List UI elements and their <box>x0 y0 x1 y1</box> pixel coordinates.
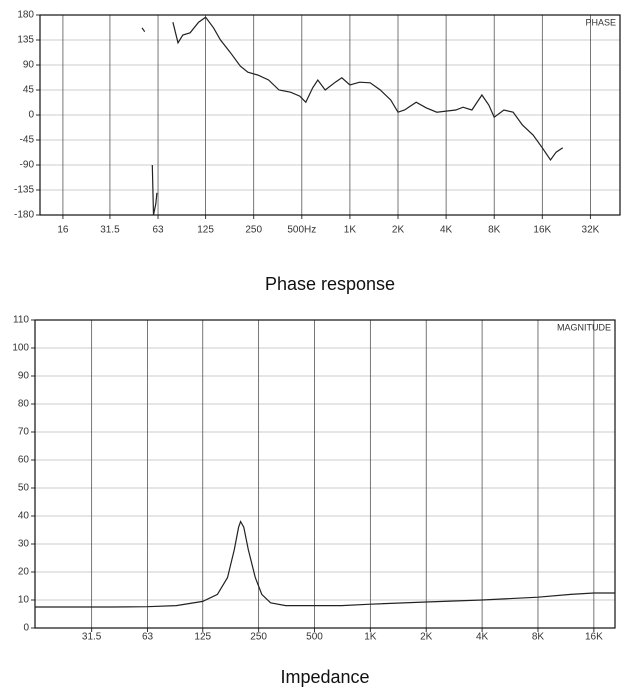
y-tick-label: 30 <box>18 539 30 550</box>
y-tick-label: -90 <box>20 160 35 171</box>
x-tick-label: 63 <box>152 225 164 236</box>
x-tick-label: 125 <box>197 225 214 236</box>
x-tick-label: 125 <box>194 632 211 643</box>
annotation: MAGNITUDE <box>557 322 611 332</box>
y-tick-label: 60 <box>18 455 30 466</box>
x-tick-label: 8K <box>532 632 545 643</box>
x-tick-label: 1K <box>344 225 357 236</box>
y-tick-label: -135 <box>14 185 34 196</box>
data-line <box>35 520 615 608</box>
y-tick-label: 90 <box>18 371 30 382</box>
x-tick-label: 2K <box>420 632 433 643</box>
y-tick-label: -45 <box>20 135 35 146</box>
y-tick-label: 100 <box>12 343 29 354</box>
plot-area <box>35 320 615 628</box>
y-tick-label: 50 <box>18 483 30 494</box>
x-tick-label: 500Hz <box>287 225 316 236</box>
x-tick-label: 16K <box>533 225 551 236</box>
data-line <box>141 16 564 216</box>
x-tick-label: 2K <box>392 225 405 236</box>
x-tick-label: 500 <box>306 632 323 643</box>
x-tick-label: 63 <box>142 632 154 643</box>
x-tick-label: 250 <box>250 632 267 643</box>
y-tick-label: 180 <box>17 10 34 21</box>
plot-frame <box>39 14 621 216</box>
y-tick-label: 135 <box>17 35 34 46</box>
y-tick-label: 10 <box>18 595 30 606</box>
x-tick-label: 250 <box>245 225 262 236</box>
x-tick-label: 8K <box>488 225 501 236</box>
x-tick-label: 32K <box>582 225 600 236</box>
y-tick-label: 40 <box>18 511 30 522</box>
x-tick-label: 4K <box>476 632 489 643</box>
y-tick-label: 80 <box>18 399 30 410</box>
x-tick-label: 31.5 <box>82 632 102 643</box>
chart: 180 135 90 45 0 -45 -90 -135 -180 16 31.5 63 125 250 5… <box>14 10 621 294</box>
y-tick-label: 20 <box>18 567 30 578</box>
x-tick-label: 16 <box>57 225 69 236</box>
plot-frame <box>34 319 616 629</box>
annotation: PHASE <box>585 17 616 27</box>
y-tick-label: 0 <box>28 110 34 121</box>
y-tick-label: 110 <box>13 315 29 326</box>
y-tick-label: 45 <box>23 85 35 96</box>
y-tick-label: -180 <box>14 210 34 221</box>
chart-title: Impedance <box>280 667 369 687</box>
x-tick-label: 16K <box>585 632 603 643</box>
y-tick-label: 90 <box>23 60 35 71</box>
y-tick-label: 70 <box>18 427 30 438</box>
y-tick-label: 0 <box>23 623 29 634</box>
x-tick-label: 31.5 <box>100 225 120 236</box>
x-tick-label: 1K <box>364 632 377 643</box>
chart: 0 10 20 30 40 50 60 70 80 90 100 110 31.5 63 125 250 500… <box>12 315 616 687</box>
chart-title: Phase response <box>265 274 395 294</box>
x-tick-label: 4K <box>440 225 453 236</box>
